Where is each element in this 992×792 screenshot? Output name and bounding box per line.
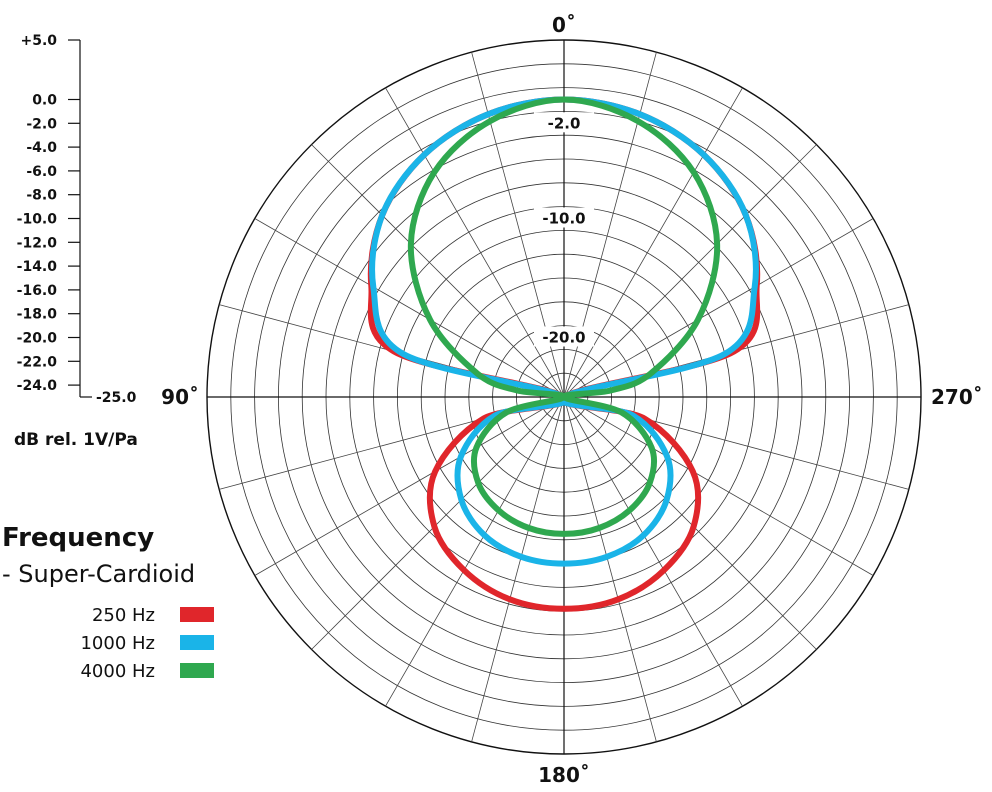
grid-spoke	[563, 396, 874, 576]
scale-tick-label: -16.0	[17, 283, 58, 299]
grid-spoke	[254, 396, 565, 576]
scale-tick-label: -4.0	[26, 140, 57, 156]
series-4000-hz-line	[407, 96, 721, 537]
grid-spoke	[563, 396, 743, 707]
legend-swatch-4000-hz	[180, 663, 214, 678]
grid-spoke	[311, 396, 565, 650]
ring-label-bg	[534, 112, 594, 133]
legend: Frequency - Super-Cardioid 250 Hz 1000 Hz…	[2, 523, 214, 682]
ring-label: -20.0	[542, 329, 585, 347]
scale-tick-label: -25.0	[96, 390, 137, 406]
scale-tick-label: -10.0	[17, 212, 58, 228]
legend-subheading: - Super-Cardioid	[2, 560, 195, 588]
scale-tick-label: -12.0	[17, 235, 58, 251]
scale-unit-label: dB rel. 1V/Pa	[14, 430, 138, 450]
polar-grid	[206, 39, 922, 755]
legend-heading: Frequency	[2, 523, 154, 553]
grid-spoke	[563, 396, 657, 742]
legend-label-250-hz: 250 Hz	[92, 605, 155, 626]
legend-label-1000-hz: 1000 Hz	[80, 633, 155, 654]
scale-tick-label: -6.0	[26, 164, 57, 180]
scale-tick-label: +5.0	[20, 33, 57, 49]
scale-tick-label: -2.0	[26, 116, 57, 132]
legend-swatch-250-hz	[180, 607, 214, 622]
scale-tick-label: -18.0	[17, 307, 58, 323]
angle-labels: 0˚ 90˚ 180˚ 270˚	[161, 13, 983, 787]
ring-label-bg	[534, 326, 594, 347]
grid-spoke	[563, 144, 817, 398]
legend-label-4000-hz: 4000 Hz	[80, 661, 155, 682]
ring-label: -10.0	[542, 210, 585, 228]
legend-swatch-1000-hz	[180, 635, 214, 650]
scale-tick-label: -20.0	[17, 331, 58, 347]
angle-label: 270˚	[931, 385, 983, 409]
angle-label: 0˚	[552, 13, 576, 37]
ring-label-bg	[534, 207, 594, 228]
series-1000-hz-line	[369, 96, 759, 567]
ring-label: -2.0	[548, 114, 581, 132]
legend-entries: 250 Hz 1000 Hz 4000 Hz	[80, 605, 214, 682]
scale-tick-label: -14.0	[17, 259, 58, 275]
grid-spoke	[563, 218, 874, 398]
grid-spoke	[471, 396, 565, 742]
polar-series	[367, 96, 761, 612]
grid-spoke	[311, 144, 565, 398]
grid-spoke	[563, 396, 817, 650]
grid-spoke	[385, 396, 565, 707]
ring-labels: -2.0 -10.0 -20.0	[534, 112, 594, 347]
grid-spoke	[254, 218, 565, 398]
angle-label: 180˚	[538, 763, 590, 787]
scale-tick-label: -24.0	[17, 378, 58, 394]
scale-tick-label: -8.0	[26, 188, 57, 204]
db-scale-axis: +5.0 0.0 -2.0 -4.0 -6.0 -8.0 -10.0 -12.0 -14.0 -1…	[17, 33, 137, 406]
angle-label: 90˚	[161, 385, 199, 409]
scale-tick-label: 0.0	[32, 93, 57, 109]
scale-tick-label: -22.0	[17, 354, 58, 370]
